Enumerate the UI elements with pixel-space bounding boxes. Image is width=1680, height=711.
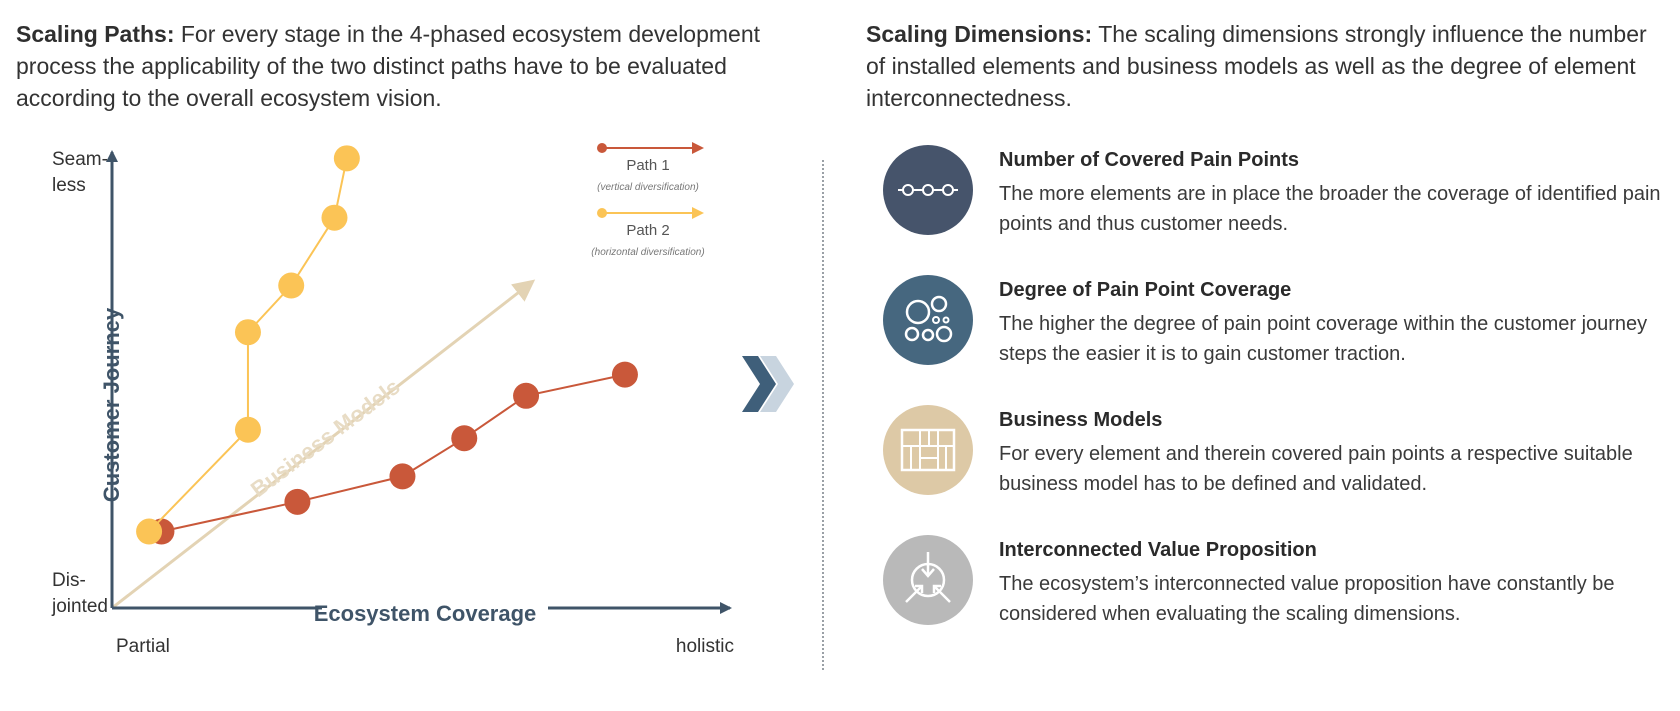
scaling-dimensions-label: Scaling Dimensions: xyxy=(866,21,1093,47)
dimension-title: Number of Covered Pain Points xyxy=(999,149,1300,171)
legend-path1-label: Path 1 xyxy=(626,157,669,174)
scaling-dimensions-text: The scaling dimensions strongly influenc… xyxy=(866,21,1647,111)
series-2-point-5 xyxy=(321,204,348,231)
dimension-desc: The more elements are in place the broad… xyxy=(999,183,1661,235)
business-models-label: Business Models xyxy=(246,374,405,502)
y-tick-min-line1: Dis- xyxy=(52,570,86,591)
dimension-desc: The higher the degree of pain point cove… xyxy=(999,313,1648,365)
scaling-dimensions-intro: Scaling Dimensions: The scaling dimensio… xyxy=(866,18,1656,114)
dimension-item-business-models: Business Models For every element and th… xyxy=(883,405,1673,535)
grid-blocks-icon xyxy=(883,405,973,495)
series-1-point-6 xyxy=(611,361,638,388)
scaling-paths-text: For every stage in the 4-phased ecosyste… xyxy=(16,21,761,111)
dimension-title: Degree of Pain Point Coverage xyxy=(999,279,1292,301)
series-layer xyxy=(136,145,638,545)
series-1-point-3 xyxy=(389,463,416,490)
series-2-point-6 xyxy=(333,145,360,172)
scaling-paths-chart: Business Models Ecosystem Coverage Custo… xyxy=(51,142,734,657)
series-2-point-1 xyxy=(136,518,163,545)
dimension-desc: For every element and therein covered pa… xyxy=(999,443,1633,495)
x-tick-min: Partial xyxy=(116,636,170,657)
section-divider xyxy=(822,160,824,670)
scaling-paths-label: Scaling Paths: xyxy=(16,21,175,47)
legend-path2-dot xyxy=(597,208,607,218)
x-axis-label: Ecosystem Coverage xyxy=(314,601,537,626)
chevron-right-icon xyxy=(742,356,794,412)
linked-nodes-icon xyxy=(883,145,973,235)
converging-arrows-icon xyxy=(883,535,973,625)
series-2-point-2 xyxy=(234,416,261,443)
series-1-point-5 xyxy=(513,382,540,409)
business-models-arrow xyxy=(111,279,536,610)
bubbles-icon xyxy=(883,275,973,365)
dimension-item-interconnected-value: Interconnected Value Proposition The eco… xyxy=(883,535,1673,665)
series-1-point-4 xyxy=(451,425,478,452)
y-tick-min-line2: jointed xyxy=(51,596,108,617)
legend: Path 1 (vertical diversification) Path 2… xyxy=(591,142,705,258)
legend-path1-dot xyxy=(597,143,607,153)
dimension-item-covered-pain-points: Number of Covered Pain Points The more e… xyxy=(883,145,1673,275)
series-line-1 xyxy=(161,373,626,533)
dimension-item-degree-of-coverage: Degree of Pain Point Coverage The higher… xyxy=(883,275,1673,405)
dimension-title: Interconnected Value Proposition xyxy=(999,539,1317,561)
x-tick-max: holistic xyxy=(676,636,734,657)
dimension-title: Business Models xyxy=(999,409,1163,431)
legend-path1-note: (vertical diversification) xyxy=(597,182,699,193)
legend-path2-note: (horizontal diversification) xyxy=(591,247,704,258)
series-2-point-3 xyxy=(234,319,261,346)
series-1-point-2 xyxy=(284,488,311,515)
y-tick-max-line2: less xyxy=(52,175,86,196)
y-axis-label: Customer Journey xyxy=(99,307,124,502)
legend-path2-label: Path 2 xyxy=(626,222,669,239)
y-tick-max-line1: Seam- xyxy=(52,149,108,170)
series-2-point-4 xyxy=(278,272,305,299)
scaling-paths-intro: Scaling Paths: For every stage in the 4-… xyxy=(16,18,806,114)
dimension-desc: The ecosystem’s interconnected value pro… xyxy=(999,573,1615,625)
